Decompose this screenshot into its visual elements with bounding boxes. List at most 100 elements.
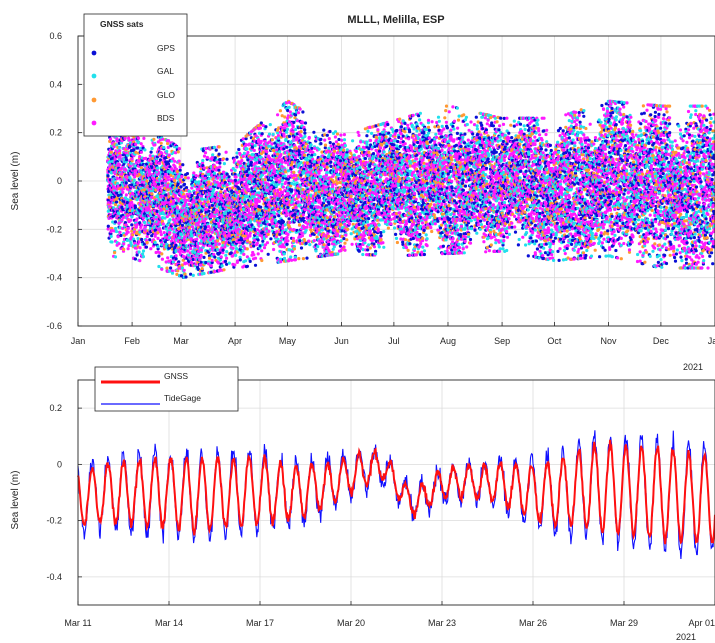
scatter-point-glo [132,140,136,144]
scatter-point-bds [262,246,267,250]
scatter-point-gps [174,243,178,247]
scatter-point-bds [124,193,128,197]
scatter-point-gps [148,238,152,242]
scatter-point-gps [115,191,119,195]
scatter-point-bds [248,234,252,238]
scatter-point-bds [255,241,259,245]
scatter-point-glo [156,231,160,235]
scatter-point-gal [168,218,172,222]
scatter-point-gal [151,154,155,158]
scatter-point-bds [272,247,276,252]
scatter-point-glo [176,150,180,154]
scatter-point-bds [207,244,212,248]
scatter-point-glo [150,192,154,196]
scatter-point-gps [136,146,140,150]
scatter-point-glo [143,188,147,192]
scatter-point-bds [174,254,178,258]
scatter-point-bds [145,235,149,239]
scatter-point-gps [158,158,162,162]
scatter-point-bds [149,162,153,166]
scatter-point-gps [217,168,221,172]
scatter-point-bds [199,253,203,258]
scatter-point-gps [225,172,229,176]
scatter-point-bds [155,161,159,165]
scatter-point-gal [255,235,259,239]
scatter-point-gps [119,193,123,197]
scatter-point-gps [114,200,119,204]
scatter-point-gal [150,146,154,151]
scatter-point-gps [182,182,187,186]
scatter-point-bds [248,231,252,235]
scatter-point-bds [210,258,214,262]
scatter-point-bds [167,153,171,157]
scatter-point-bds [257,199,261,203]
scatter-point-bds [282,134,286,138]
scatter-point-bds [240,158,244,163]
scatter-point-bds [166,256,170,260]
scatter-point-bds [136,136,141,140]
scatter-point-gal [143,220,147,225]
scatter-point-gal [268,123,272,127]
scatter-point-gps [285,242,289,246]
scatter-point-bds [112,145,116,149]
scatter-point-gal [106,209,110,213]
scatter-point-gps [202,255,206,259]
scatter-point-gps [125,158,129,162]
scatter-point-gps [240,238,244,242]
scatter-point-glo [262,167,266,171]
scatter-point-gal [239,245,243,249]
scatter-point-bds [106,227,110,231]
scatter-point-gal [257,191,261,195]
scatter-point-gps [256,238,260,242]
scatter-point-bds [252,148,256,152]
scatter-point-bds [124,223,128,227]
scatter-point-bds [156,188,160,192]
scatter-point-glo [165,266,169,270]
scatter-point-bds [126,230,130,234]
scatter-point-gps [260,132,264,136]
scatter-point-gps [174,201,178,205]
scatter-point-bds [166,178,170,182]
scatter-point-bds [258,126,262,130]
scatter-point-glo [160,252,164,256]
scatter-point-glo [278,109,282,113]
scatter-point-gal [245,147,249,151]
scatter-point-bds [270,142,274,146]
scatter-point-glo [221,157,225,161]
scatter-point-gal [234,247,239,251]
scatter-point-gps [191,257,195,262]
scatter-point-gal [137,250,141,254]
scatter-point-gal [113,255,118,259]
scatter-point-gal [211,153,215,157]
scatter-point-gal [141,252,145,256]
scatter-point-gal [227,261,231,265]
scatter-point-gal [282,252,286,256]
scatter-point-bds [231,246,235,250]
scatter-point-gps [217,152,221,156]
scatter-point-bds [182,268,186,272]
scatter-point-bds [136,181,140,185]
scatter-point-gal [286,169,290,173]
scatter-point-bds [274,224,278,228]
scatter-point-bds [160,267,164,271]
scatter-point-gal [212,187,216,191]
scatter-point-bds [218,165,222,169]
scatter-point-gal [110,171,114,175]
scatter-point-gps [149,150,153,154]
scatter-point-gal [212,171,217,175]
scatter-point-bds [248,155,253,160]
scatter-point-gps [285,145,289,149]
scatter-point-glo [219,190,223,194]
scatter-point-gal [156,245,160,249]
scatter-point-bds [183,195,187,199]
scatter-point-bds [257,138,261,142]
scatter-point-glo [131,233,135,237]
scatter-point-gps [281,220,285,224]
scatter-point-bds [279,260,283,264]
scatter-point-bds [156,140,160,144]
scatter-point-bds [256,252,260,256]
scatter-point-bds [134,142,138,146]
scatter-point-bds [133,175,137,179]
scatter-point-glo [270,138,274,142]
